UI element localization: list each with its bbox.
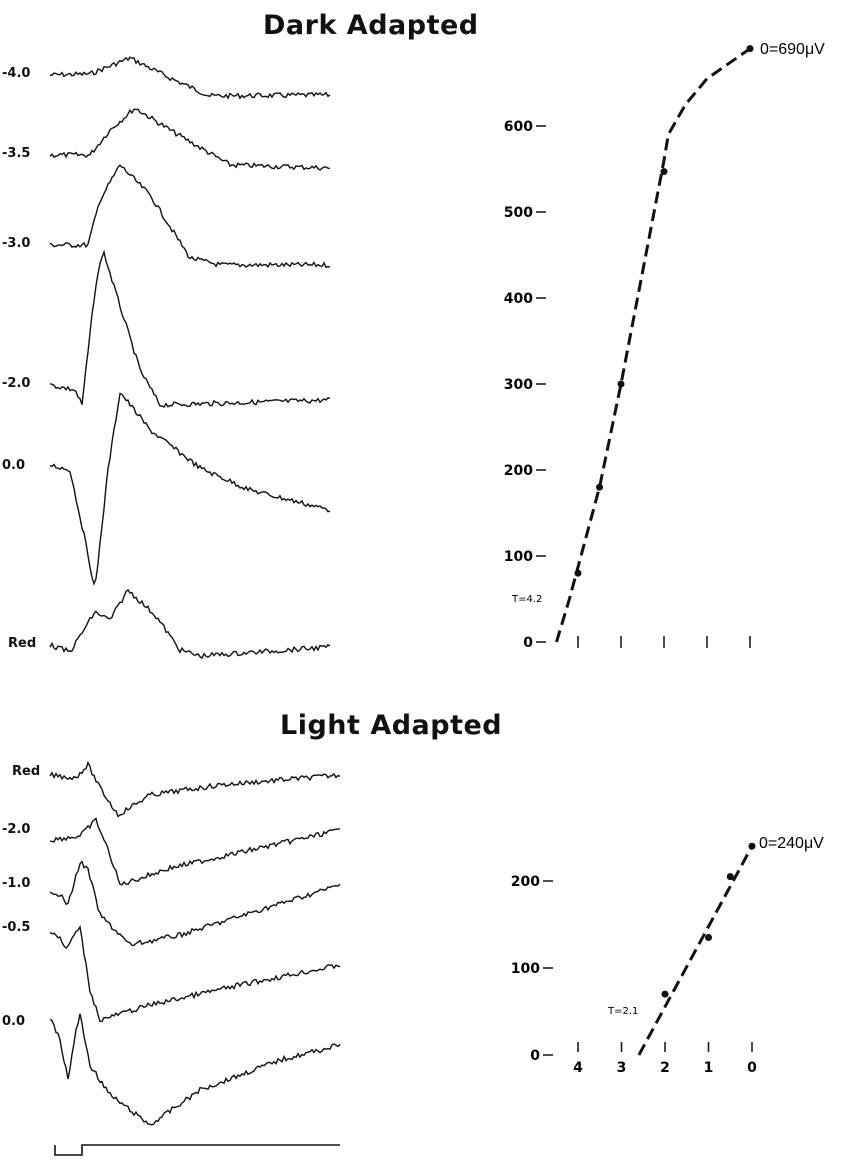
trace-label: -1.0	[2, 876, 31, 891]
max-amplitude-label: 0=240μV	[759, 835, 824, 852]
trace-label: 0.0	[2, 458, 26, 473]
erg-trace	[49, 392, 331, 586]
erg-trace	[49, 817, 340, 886]
data-point	[726, 873, 734, 881]
y-tick-label: 300	[504, 377, 533, 393]
trace-label: -2.0	[2, 376, 31, 391]
data-point	[660, 168, 668, 176]
y-tick-label: 100	[511, 961, 540, 977]
erg-trace	[49, 760, 341, 818]
trace-label: -4.0	[2, 66, 31, 81]
erg-traces	[49, 56, 341, 1156]
trace-label: 0.0	[2, 1014, 26, 1029]
light-adapted-title: Light Adapted	[280, 710, 503, 741]
erg-trace	[49, 108, 331, 171]
x-tick-label: 2	[660, 1060, 670, 1076]
data-point	[705, 934, 712, 942]
x-tick-label: 3	[617, 1060, 627, 1076]
data-point	[748, 842, 756, 850]
erg-trace	[49, 164, 331, 269]
x-tick-label: 4	[573, 1060, 583, 1076]
trace-label: -3.5	[2, 146, 31, 161]
data-point	[661, 990, 669, 998]
y-tick-label: 0	[523, 635, 533, 651]
erg-trace	[49, 56, 331, 100]
x-tick-label: 0	[747, 1060, 757, 1076]
trace-label: -0.5	[2, 920, 31, 935]
max-amplitude-label: 0=690μV	[760, 41, 825, 58]
erg-trace	[49, 860, 341, 947]
y-tick-label: 600	[504, 119, 533, 135]
y-tick-label: 200	[504, 463, 533, 479]
erg-trace	[49, 588, 331, 660]
x-tick-label: 1	[704, 1060, 714, 1076]
data-point	[617, 380, 625, 388]
y-tick-label: 100	[504, 549, 533, 565]
dark-adapted-title: Dark Adapted	[263, 10, 479, 41]
y-tick-label: 400	[504, 291, 533, 307]
stimulus-marker	[54, 1144, 340, 1156]
erg-trace	[49, 924, 341, 1023]
threshold-label: T=4.2	[511, 594, 542, 605]
light-adapted-chart: 0 100 200 4 3 2 1 0	[511, 842, 757, 1076]
dark-adapted-chart: 0 100 200 300 400 500 600	[504, 45, 754, 651]
erg-trace	[49, 249, 331, 409]
trace-label: Red	[8, 636, 37, 651]
fit-line	[555, 47, 751, 643]
data-point	[746, 45, 754, 53]
fit-line	[637, 845, 754, 1056]
data-point	[596, 483, 603, 491]
data-point	[574, 569, 582, 577]
erg-trace	[49, 1013, 341, 1126]
threshold-label: T=2.1	[607, 1006, 638, 1017]
y-tick-label: 500	[504, 205, 533, 221]
trace-label: -2.0	[2, 822, 31, 837]
y-tick-label: 200	[511, 874, 540, 890]
trace-label: -3.0	[2, 236, 31, 251]
trace-label: Red	[12, 764, 41, 779]
y-tick-label: 0	[530, 1048, 540, 1064]
